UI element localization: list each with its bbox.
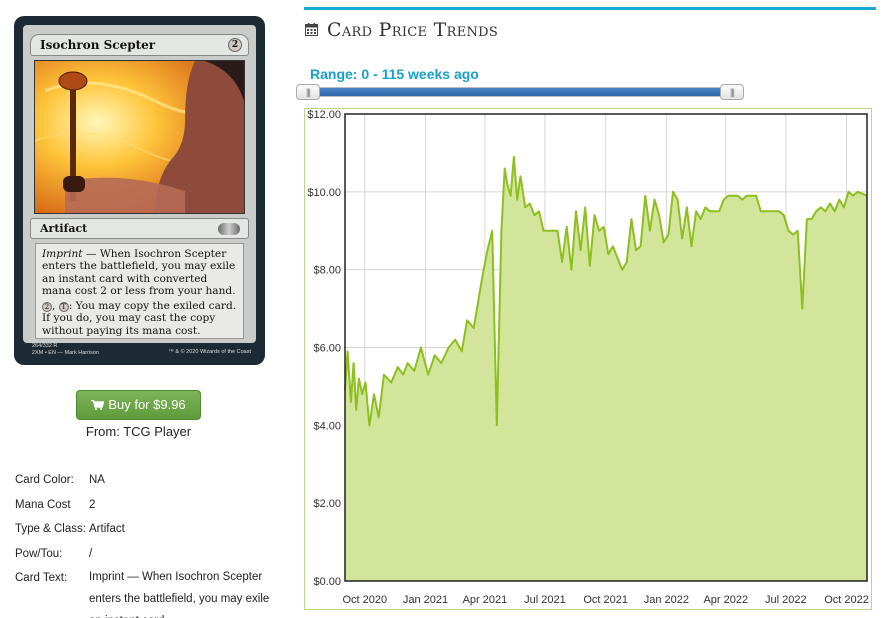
buy-button[interactable]: Buy for $9.96 — [76, 390, 201, 420]
range-slider[interactable]: ||| ||| — [296, 84, 744, 100]
card-title-bar: Isochron Scepter 2 — [30, 34, 249, 56]
card-footer: 264/332 R 2XM • EN — Mark Harrison ™ & ©… — [32, 343, 251, 356]
tap-symbol-icon: T — [58, 302, 69, 313]
detail-value: / — [89, 547, 93, 560]
x-tick-label: Jul 2022 — [765, 594, 807, 606]
detail-label: Card Text: — [15, 572, 68, 584]
plot-border — [344, 113, 868, 582]
x-tick-label: Oct 2021 — [583, 594, 628, 606]
y-tick-label: $4.00 — [313, 420, 341, 432]
card-type-bar: Artifact — [30, 218, 249, 239]
card-frame: Isochron Scepter 2 — [23, 25, 256, 343]
section-title-text: Card Price Trends — [327, 19, 499, 41]
price-line — [344, 155, 868, 427]
detail-value: NA — [89, 474, 105, 486]
chart-series — [344, 155, 868, 582]
y-tick-label: $10.00 — [307, 187, 341, 199]
card-details-table: Card Color: NA Mana Cost 2 Type & Class:… — [15, 468, 285, 618]
y-tick-label: $2.00 — [313, 498, 341, 510]
buy-button-label: Buy for $9.96 — [108, 397, 186, 412]
card-rules-textbox: Imprint — When Isochron Scepter enters t… — [35, 243, 244, 339]
x-axis-labels: Oct 2020 Jan 2021 Apr 2021 Jul 2021 Oct 2021… — [342, 594, 868, 606]
card-artwork — [34, 60, 245, 214]
artwork-illustration — [35, 61, 244, 213]
rules-paragraph-1: Imprint — When Isochron Scepter enters t… — [42, 248, 237, 297]
collector-number: 264/332 R — [32, 343, 58, 349]
detail-row-type: Type & Class: Artifact — [15, 517, 285, 542]
x-tick-label: Apr 2022 — [703, 594, 748, 606]
x-tick-label: Oct 2022 — [824, 594, 869, 606]
price-chart: $0.00 $2.00 $4.00 $6.00 $8.00 $10.00 $12.00 Oc… — [304, 108, 872, 610]
slider-selected-range — [307, 88, 737, 96]
detail-label: Type & Class: — [15, 523, 86, 535]
x-tick-label: Jan 2022 — [644, 594, 689, 606]
card-type-line: Artifact — [40, 222, 88, 235]
detail-label: Card Color: — [15, 474, 74, 486]
section-title: Card Price Trends — [305, 19, 498, 41]
y-axis-labels: $0.00 $2.00 $4.00 $6.00 $8.00 $10.00 $12.00 — [307, 109, 341, 588]
y-tick-label: $6.00 — [313, 343, 341, 355]
generic-mana-icon: 2 — [42, 302, 52, 313]
price-area-fill — [345, 156, 867, 582]
section-accent-rule — [304, 7, 876, 10]
detail-row-mana-cost: Mana Cost 2 — [15, 493, 285, 518]
slider-handle-max[interactable]: ||| — [720, 84, 744, 100]
rules-text-1: — When Isochron Scepter enters the battl… — [42, 248, 236, 297]
x-tick-label: Apr 2021 — [463, 594, 508, 606]
imprint-keyword: Imprint — [42, 248, 83, 260]
y-tick-label: $8.00 — [313, 265, 341, 277]
detail-label: Mana Cost — [15, 498, 71, 511]
slider-handle-min[interactable]: ||| — [296, 84, 320, 100]
x-tick-label: Jul 2021 — [524, 594, 566, 606]
x-tick-label: Oct 2020 — [342, 594, 387, 606]
detail-value: 2 — [89, 498, 96, 511]
x-tick-label: Jan 2021 — [403, 594, 448, 606]
card-image: Isochron Scepter 2 — [14, 16, 265, 365]
rules-paragraph-2: 2, T: You may copy the exiled card. If y… — [42, 300, 237, 337]
y-tick-label: $12.00 — [307, 109, 341, 121]
set-language: 2XM • EN — [32, 350, 56, 356]
slider-track[interactable] — [306, 87, 738, 97]
y-tick-label: $0.00 — [313, 576, 341, 588]
card-name: Isochron Scepter — [40, 38, 156, 52]
range-label: Range: 0 - 115 weeks ago — [310, 66, 479, 82]
calendar-icon — [305, 23, 318, 36]
mana-cost-symbol: 2 — [228, 38, 242, 52]
detail-label: Pow/Tou: — [15, 547, 63, 560]
detail-row-color: Card Color: NA — [15, 468, 285, 493]
copyright-text: ™ & © 2020 Wizards of the Coast — [168, 349, 251, 355]
artist-name: Mark Harrison — [64, 350, 100, 356]
price-source: From: TCG Player — [85, 424, 192, 439]
detail-row-pow-tou: Pow/Tou: / — [15, 542, 285, 567]
shopping-cart-icon — [91, 400, 105, 410]
set-symbol-icon — [218, 223, 240, 235]
rules-text-2: : You may copy the exiled card. If you d… — [42, 300, 237, 337]
detail-value: Imprint — When Isochron Scepter enters t… — [89, 571, 270, 618]
detail-row-card-text: Card Text: Imprint — When Isochron Scept… — [15, 566, 285, 618]
price-chart-svg: $0.00 $2.00 $4.00 $6.00 $8.00 $10.00 $12.00 Oc… — [307, 109, 869, 606]
detail-value: Artifact — [89, 523, 125, 535]
